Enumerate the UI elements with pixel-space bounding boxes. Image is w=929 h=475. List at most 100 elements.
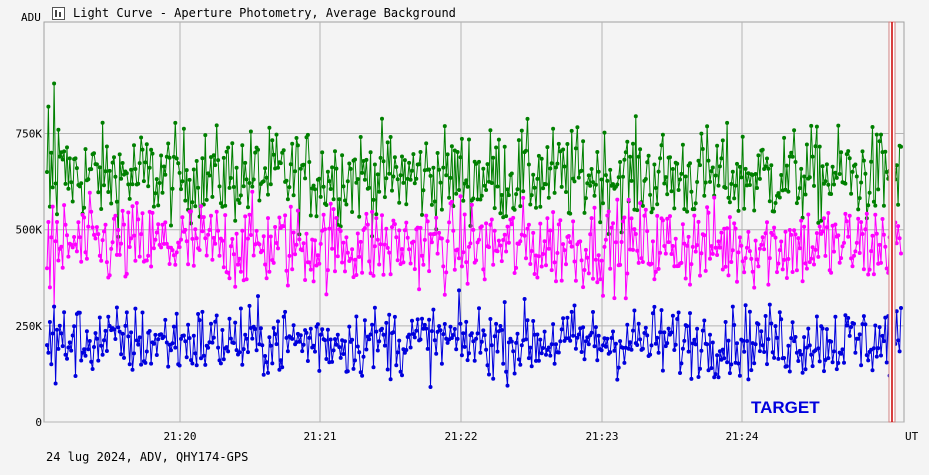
data-point xyxy=(615,377,620,382)
data-point xyxy=(603,237,608,242)
data-point xyxy=(665,216,670,221)
data-point xyxy=(552,260,557,265)
data-point xyxy=(70,245,75,250)
data-point xyxy=(488,128,493,133)
data-point xyxy=(787,228,792,232)
data-point xyxy=(45,266,49,271)
data-point xyxy=(321,212,326,217)
data-point xyxy=(367,337,372,342)
data-point xyxy=(613,240,618,245)
data-point xyxy=(337,197,342,202)
data-point xyxy=(843,211,848,216)
data-point xyxy=(228,176,233,180)
data-point xyxy=(278,161,283,166)
data-point xyxy=(730,248,735,253)
data-point xyxy=(736,208,741,213)
data-point xyxy=(437,324,442,329)
data-point xyxy=(49,150,54,155)
data-point xyxy=(191,167,196,172)
data-point xyxy=(482,333,487,338)
data-point xyxy=(199,356,203,361)
data-point xyxy=(506,193,511,198)
data-point xyxy=(257,198,262,203)
data-point xyxy=(666,326,671,331)
data-point xyxy=(385,245,390,250)
data-point xyxy=(475,331,480,336)
time-marker[interactable] xyxy=(888,21,896,423)
data-point xyxy=(179,336,183,341)
data-point xyxy=(86,224,91,229)
data-point xyxy=(809,123,814,128)
data-point xyxy=(518,362,523,367)
data-point xyxy=(146,184,151,189)
data-point xyxy=(559,327,564,332)
data-point xyxy=(381,332,386,337)
data-point xyxy=(669,189,674,194)
data-point xyxy=(127,196,132,201)
data-point xyxy=(341,184,346,189)
data-point xyxy=(123,323,128,328)
data-point xyxy=(548,353,553,358)
data-point xyxy=(840,244,845,249)
data-point xyxy=(277,215,282,220)
data-point xyxy=(330,246,335,251)
data-point xyxy=(496,238,501,243)
data-point xyxy=(169,223,173,228)
data-point xyxy=(428,232,433,237)
data-point xyxy=(161,241,166,246)
data-point xyxy=(699,348,704,353)
data-point xyxy=(491,155,496,160)
data-point xyxy=(796,196,801,201)
data-point xyxy=(816,220,821,225)
data-point xyxy=(204,197,209,202)
data-point xyxy=(880,333,885,338)
data-point xyxy=(680,142,685,147)
data-point xyxy=(70,333,75,338)
data-point xyxy=(351,366,356,371)
data-point xyxy=(611,329,615,334)
data-point xyxy=(52,304,57,309)
data-point xyxy=(362,318,367,323)
data-point xyxy=(709,244,714,249)
data-point xyxy=(464,319,469,324)
data-point xyxy=(736,250,741,255)
data-point xyxy=(357,254,362,259)
data-point xyxy=(102,183,106,188)
data-point xyxy=(137,161,142,166)
data-point xyxy=(623,150,628,155)
data-point xyxy=(794,201,799,206)
data-point xyxy=(509,171,514,176)
data-point xyxy=(233,284,238,289)
data-point xyxy=(278,358,283,363)
data-point xyxy=(492,228,497,233)
data-point xyxy=(370,234,375,239)
data-point xyxy=(750,269,755,274)
data-point xyxy=(405,235,410,240)
data-point xyxy=(534,205,538,210)
data-point xyxy=(247,212,252,217)
data-point xyxy=(616,365,621,370)
data-point xyxy=(56,346,61,351)
data-point xyxy=(685,324,690,329)
data-point xyxy=(233,218,238,223)
data-point xyxy=(589,330,594,335)
data-point xyxy=(558,218,563,223)
data-point xyxy=(772,355,777,360)
data-point xyxy=(62,203,67,208)
data-point xyxy=(491,376,496,381)
data-point xyxy=(763,231,768,236)
data-point xyxy=(525,226,530,231)
data-point xyxy=(186,322,191,327)
data-point xyxy=(585,255,590,260)
data-point xyxy=(484,188,489,192)
data-point xyxy=(370,209,375,214)
data-point xyxy=(775,270,779,275)
data-point xyxy=(360,270,365,275)
data-point xyxy=(159,332,164,337)
data-point xyxy=(725,120,730,125)
data-point xyxy=(672,348,677,352)
data-point xyxy=(65,145,69,150)
data-point xyxy=(199,204,203,209)
data-point xyxy=(447,220,452,225)
data-point xyxy=(844,219,849,224)
